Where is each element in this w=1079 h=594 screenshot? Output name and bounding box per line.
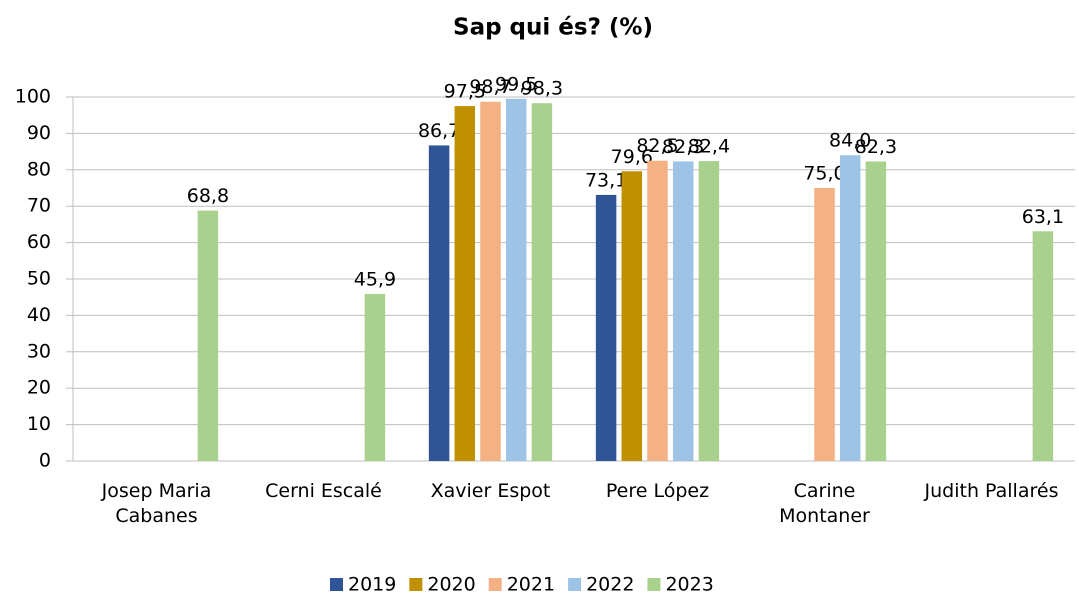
- bar: [480, 101, 501, 462]
- y-tick-label: 90: [27, 122, 51, 144]
- x-tick-label: Xavier Espot: [430, 480, 551, 502]
- legend-label: 2019: [348, 574, 396, 594]
- data-label: 82,3: [855, 136, 897, 158]
- bar: [814, 188, 835, 461]
- data-label: 86,7: [418, 120, 460, 142]
- y-tick-label: 70: [27, 195, 51, 217]
- data-label: 97,5: [444, 81, 486, 103]
- x-tick-label: Pere López: [605, 480, 710, 502]
- legend-swatch: [647, 578, 661, 591]
- bar: [647, 160, 668, 461]
- bar: [595, 194, 617, 461]
- legend-label: 2020: [427, 574, 475, 594]
- legend-swatch: [488, 578, 502, 591]
- x-tick-label: Josep Maria Cabanes: [101, 480, 212, 527]
- y-tick-label: 100: [15, 86, 51, 108]
- bar: [505, 98, 527, 461]
- bar: [698, 161, 720, 461]
- data-label: 63,1: [1022, 206, 1064, 228]
- x-tick-label: Judith Pallarés: [924, 480, 1059, 502]
- data-label: 68,8: [187, 185, 229, 207]
- legend-label: 2022: [586, 574, 634, 594]
- y-tick-label: 30: [27, 340, 51, 362]
- y-tick-label: 20: [27, 377, 51, 399]
- y-tick-label: 60: [27, 231, 51, 253]
- chart-title: Sap qui és? (%): [453, 15, 653, 41]
- y-tick-label: 10: [27, 413, 51, 435]
- data-label: 82,4: [688, 136, 730, 158]
- bar: [364, 293, 386, 461]
- bar: [672, 161, 694, 462]
- bar: [865, 161, 887, 462]
- legend-label: 2023: [665, 574, 713, 594]
- bar: [454, 106, 476, 461]
- data-label: 82,5: [636, 135, 678, 157]
- bar: [197, 210, 219, 461]
- data-label: 45,9: [354, 268, 396, 290]
- bar: [1032, 231, 1054, 461]
- data-label: 84,0: [829, 130, 871, 152]
- data-label: 75,0: [803, 163, 845, 185]
- y-tick-label: 0: [39, 450, 51, 472]
- y-tick-label: 40: [27, 304, 51, 326]
- bar: [839, 155, 861, 462]
- legend-label: 2021: [507, 574, 555, 594]
- data-label: 99,5: [495, 73, 537, 95]
- data-label: 73,1: [585, 169, 627, 191]
- bar: [428, 145, 450, 462]
- data-label: 98,3: [521, 78, 563, 100]
- bar: [531, 103, 553, 462]
- legend-swatch: [330, 578, 343, 591]
- bar: [621, 171, 643, 462]
- y-tick-label: 80: [27, 158, 51, 180]
- x-tick-label: Cerni Escalé: [265, 480, 382, 502]
- x-tick-label: Carine Montaner: [779, 480, 870, 527]
- legend-swatch: [409, 578, 423, 591]
- data-label: 98,7: [469, 76, 511, 98]
- legend-swatch: [568, 578, 582, 591]
- data-label: 82,3: [662, 136, 704, 158]
- y-tick-label: 50: [27, 268, 51, 290]
- data-label: 79,6: [611, 146, 653, 168]
